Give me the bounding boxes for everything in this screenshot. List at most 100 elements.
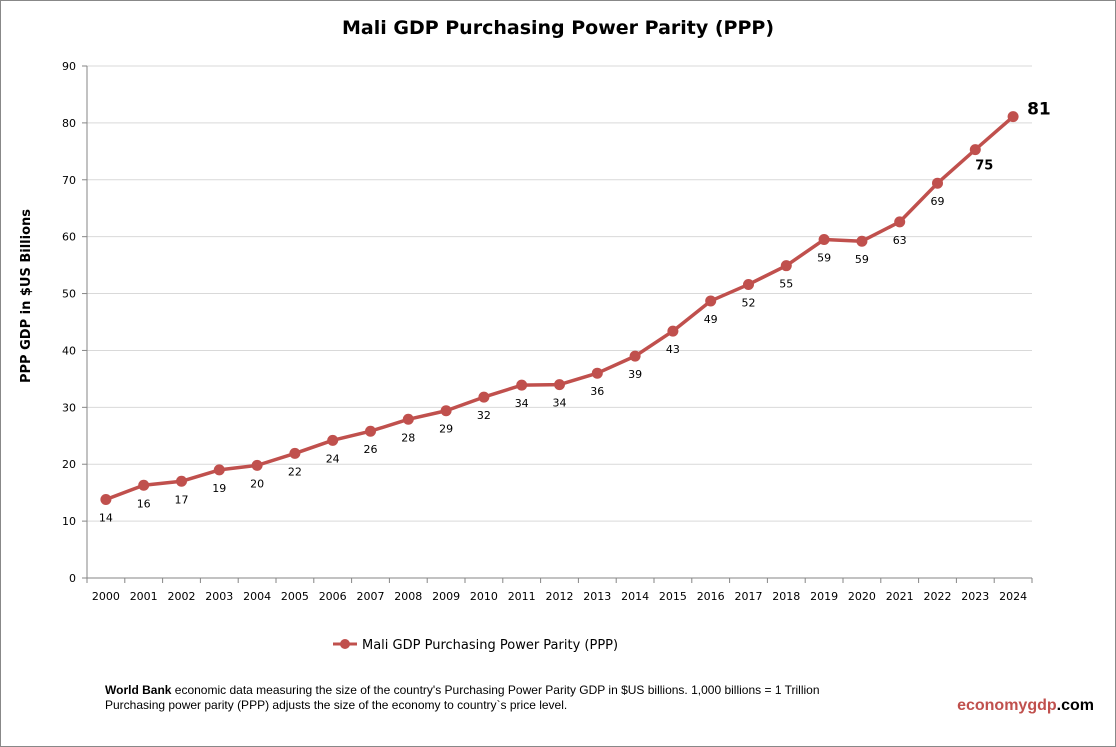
legend: Mali GDP Purchasing Power Parity (PPP) [333, 638, 618, 653]
data-point [1007, 111, 1019, 123]
y-tick-label: 20 [62, 458, 76, 471]
x-tick-label: 2006 [319, 590, 347, 603]
data-point [478, 391, 490, 403]
data-label: 16 [137, 497, 151, 510]
data-point [894, 216, 906, 228]
data-point [440, 405, 452, 417]
data-point [176, 475, 187, 487]
y-axis-label: PPP GDP in $US Billions [19, 209, 34, 383]
data-point [138, 479, 150, 491]
footer-line-2: Purchasing power parity (PPP) adjusts th… [105, 698, 568, 712]
footer-source: World Bank [105, 683, 172, 697]
x-tick-label: 2004 [243, 590, 271, 603]
x-tick-label: 2008 [394, 590, 422, 603]
data-label: 17 [175, 493, 189, 506]
data-label: 34 [515, 397, 529, 410]
x-tick-label: 2014 [621, 590, 649, 603]
data-label: 52 [742, 296, 756, 309]
brand-part: gdp [1027, 697, 1057, 714]
x-tick-label: 2007 [357, 590, 385, 603]
data-point [516, 379, 528, 391]
data-label: 75 [975, 159, 993, 174]
y-tick-label: 10 [62, 515, 76, 528]
y-tick-label: 90 [62, 60, 76, 73]
data-label: 43 [666, 343, 680, 356]
data-label: 81 [1027, 100, 1051, 120]
data-point [629, 350, 641, 362]
x-tick-label: 2001 [130, 590, 158, 603]
data-point [327, 434, 339, 446]
data-point [365, 425, 376, 437]
data-label: 49 [704, 313, 718, 326]
data-label: 69 [931, 195, 945, 208]
data-label: 29 [439, 423, 453, 436]
data-point [743, 278, 754, 290]
x-tick-label: 2013 [583, 590, 611, 603]
brand-part: .com [1056, 697, 1094, 714]
x-tick-label: 2022 [924, 590, 952, 603]
data-point [705, 295, 717, 307]
x-tick-label: 2018 [772, 590, 800, 603]
y-tick-label: 70 [62, 174, 76, 187]
data-label: 22 [288, 465, 302, 478]
data-label: 14 [99, 511, 113, 524]
data-point [402, 413, 414, 425]
x-tick-label: 2019 [810, 590, 838, 603]
data-point [818, 234, 830, 246]
data-point [554, 379, 565, 391]
data-point [667, 325, 679, 337]
x-tick-label: 2024 [999, 590, 1027, 603]
data-label: 55 [779, 278, 793, 291]
data-point [251, 459, 263, 471]
y-tick-label: 80 [62, 117, 76, 130]
x-tick-label: 2003 [205, 590, 233, 603]
data-label: 39 [628, 368, 642, 381]
data-point [100, 493, 112, 505]
data-label: 34 [553, 397, 567, 410]
x-tick-label: 2000 [92, 590, 120, 603]
data-point [856, 235, 868, 247]
y-tick-label: 30 [62, 401, 76, 414]
data-label: 36 [590, 385, 604, 398]
data-label: 32 [477, 409, 491, 422]
y-tick-label: 0 [69, 572, 76, 585]
brand-logo: economygdp.com [957, 697, 1094, 715]
chart-title: Mali GDP Purchasing Power Parity (PPP) [342, 17, 774, 39]
x-tick-label: 2002 [168, 590, 196, 603]
data-point [213, 464, 225, 476]
data-point [591, 367, 603, 379]
x-tick-label: 2021 [886, 590, 914, 603]
data-point [932, 177, 943, 189]
x-tick-label: 2015 [659, 590, 687, 603]
series-line [105, 115, 1015, 502]
data-point [289, 447, 301, 459]
data-label: 59 [817, 252, 831, 265]
x-tick-label: 2012 [546, 590, 574, 603]
x-tick-label: 2017 [735, 590, 763, 603]
legend-marker [340, 639, 350, 649]
y-tick-label: 40 [62, 344, 76, 357]
data-label: 26 [364, 443, 378, 456]
x-tick-label: 2005 [281, 590, 309, 603]
footer-description: economic data measuring the size of the … [171, 683, 820, 697]
data-label: 20 [250, 477, 264, 490]
brand-part: economy [957, 697, 1028, 714]
data-point [780, 260, 792, 272]
x-tick-label: 2011 [508, 590, 536, 603]
y-tick-label: 50 [62, 288, 76, 301]
x-tick-label: 2023 [961, 590, 989, 603]
data-label: 59 [855, 253, 869, 266]
data-label: 19 [212, 482, 226, 495]
legend-label: Mali GDP Purchasing Power Parity (PPP) [362, 638, 618, 653]
x-tick-label: 2020 [848, 590, 876, 603]
x-tick-label: 2016 [697, 590, 725, 603]
data-label: 63 [893, 234, 907, 247]
data-label: 28 [401, 431, 415, 444]
x-tick-label: 2010 [470, 590, 498, 603]
data-label: 24 [326, 452, 340, 465]
data-point [969, 144, 981, 156]
footer-line-1: World Bank economic data measuring the s… [105, 683, 820, 697]
y-tick-label: 60 [62, 231, 76, 244]
x-tick-label: 2009 [432, 590, 460, 603]
